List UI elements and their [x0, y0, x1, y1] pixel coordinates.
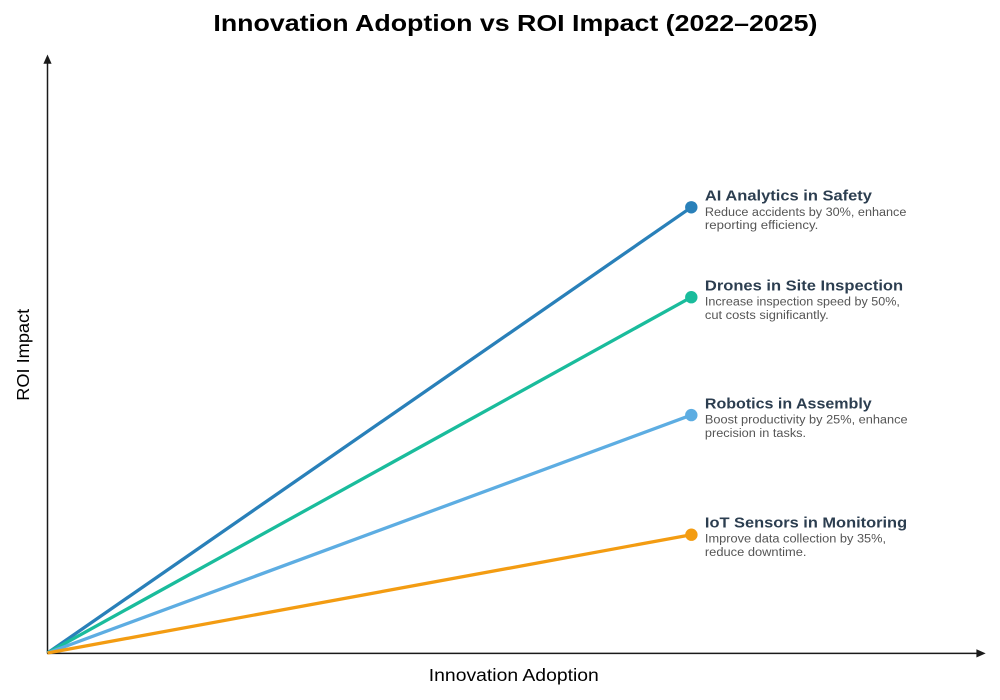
svg-text:Improve data collection by 35%: Improve data collection by 35%, — [705, 533, 886, 546]
svg-text:AI Analytics in Safety: AI Analytics in Safety — [705, 189, 873, 205]
svg-text:Innovation Adoption vs ROI Imp: Innovation Adoption vs ROI Impact (2022–… — [213, 10, 817, 36]
svg-text:Drones in Site Inspection: Drones in Site Inspection — [705, 279, 903, 295]
svg-text:reporting efficiency.: reporting efficiency. — [705, 219, 818, 232]
svg-text:Robotics in Assembly: Robotics in Assembly — [705, 396, 873, 412]
svg-text:Reduce accidents by 30%, enhan: Reduce accidents by 30%, enhance — [705, 206, 907, 219]
svg-text:precision in tasks.: precision in tasks. — [705, 427, 806, 440]
svg-text:Innovation Adoption: Innovation Adoption — [429, 665, 599, 685]
svg-text:Boost productivity by 25%, enh: Boost productivity by 25%, enhance — [705, 414, 908, 427]
svg-text:IoT Sensors in Monitoring: IoT Sensors in Monitoring — [705, 515, 907, 531]
svg-text:cut costs significantly.: cut costs significantly. — [705, 309, 829, 322]
svg-text:reduce downtime.: reduce downtime. — [705, 546, 807, 559]
svg-text:Increase inspection speed by 5: Increase inspection speed by 50%, — [705, 296, 900, 309]
svg-text:ROI Impact: ROI Impact — [13, 309, 33, 401]
